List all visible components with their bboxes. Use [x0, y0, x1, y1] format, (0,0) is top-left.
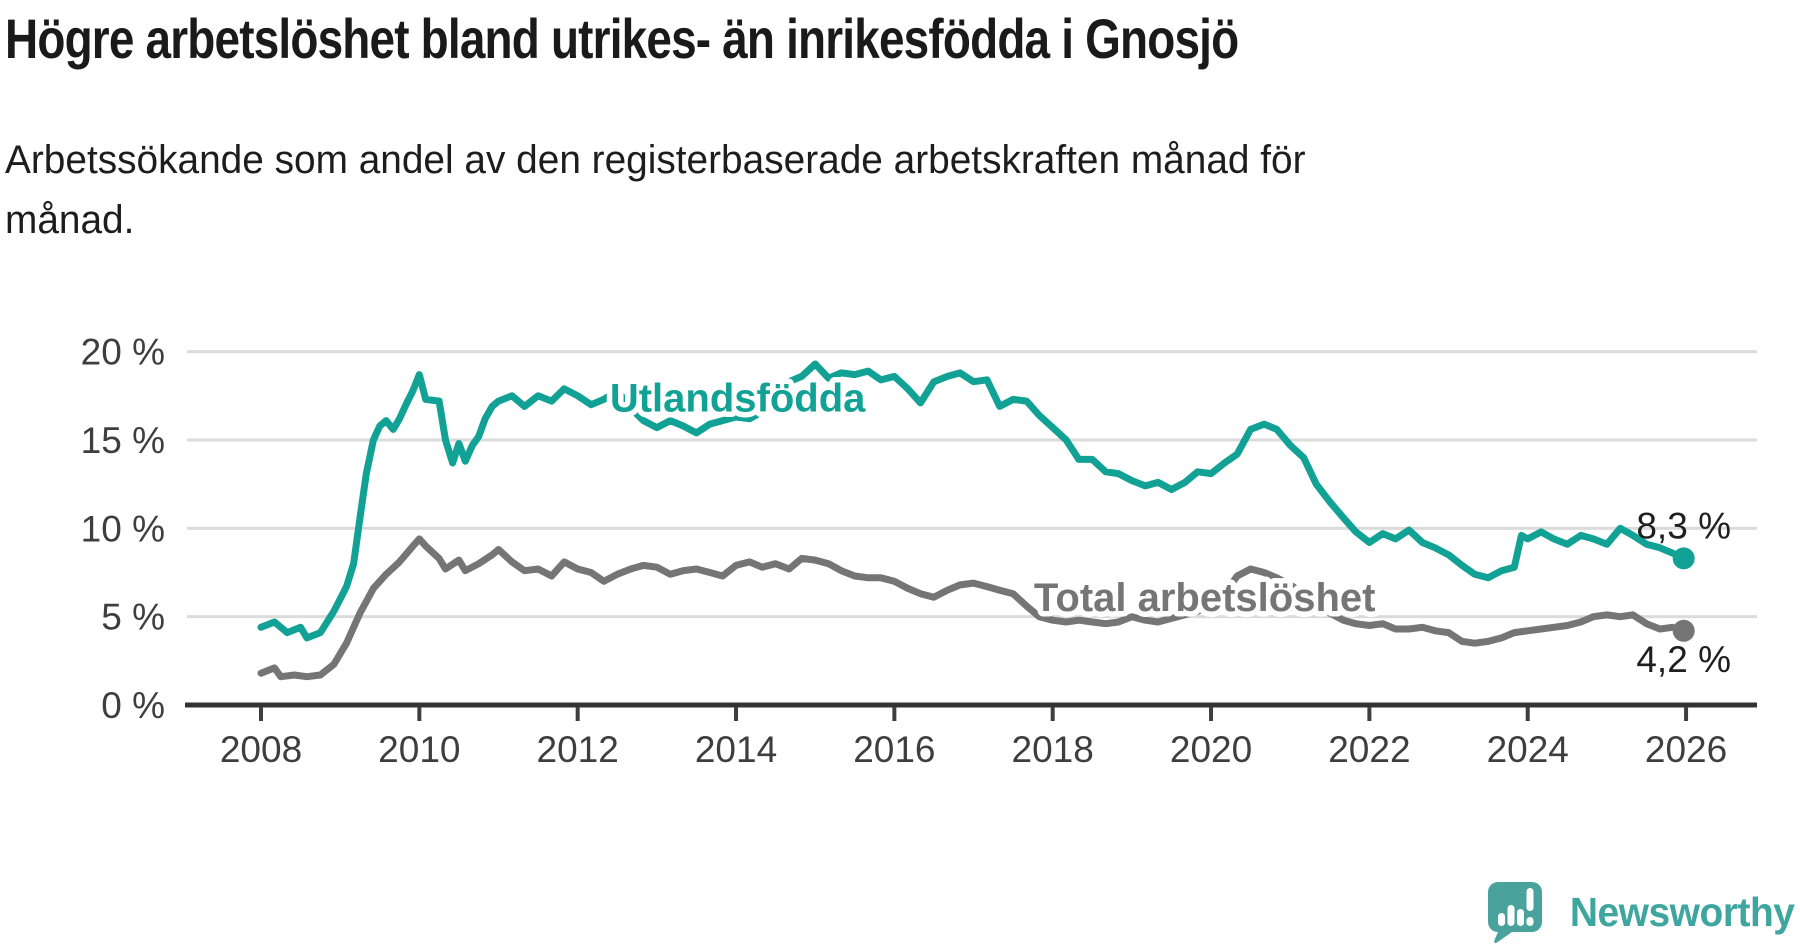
x-axis-tick-label: 2024 [1487, 729, 1569, 770]
y-axis-tick-label: 10 % [81, 508, 165, 549]
series-name-label: Utlandsfödda [610, 377, 866, 421]
brand-name: Newsworthy [1569, 888, 1794, 935]
series-end-dot [1672, 547, 1695, 570]
subtitle-line-1: Arbetssökande som andel av den registerb… [5, 138, 1306, 182]
subtitle-line-2: månad. [5, 198, 135, 242]
x-axis-tick-label: 2012 [537, 729, 619, 770]
x-axis-tick-label: 2020 [1170, 729, 1252, 770]
page-title: Högre arbetslöshet bland utrikes- än inr… [5, 7, 1239, 70]
x-axis-tick-label: 2010 [378, 729, 460, 770]
x-axis-tick-label: 2026 [1645, 729, 1727, 770]
series-line-utlandsfodda [257, 360, 1688, 642]
chart-subtitle: Arbetssökande som andel av den registerb… [5, 130, 1306, 250]
y-axis-tick-label: 0 % [101, 685, 165, 726]
newsworthy-logo-icon [1487, 882, 1542, 944]
series-end-dot [1672, 619, 1695, 642]
series-end-value-label: 4,2 % [1636, 639, 1731, 680]
x-axis-tick-label: 2018 [1012, 729, 1094, 770]
y-axis-tick-label: 5 % [101, 597, 165, 638]
series-line-total [257, 535, 1688, 681]
y-axis-tick-label: 15 % [81, 420, 165, 461]
brand-footer: Newsworthy [1486, 880, 1794, 944]
x-axis-tick-label: 2022 [1328, 729, 1410, 770]
series-name-label: Total arbetslöshet [1034, 576, 1376, 620]
y-axis-tick-label: 20 % [81, 332, 165, 373]
x-axis-tick-label: 2014 [695, 729, 777, 770]
series-end-value-label: 8,3 % [1636, 505, 1731, 546]
x-axis-tick-label: 2016 [853, 729, 935, 770]
x-axis-tick-label: 2008 [220, 729, 302, 770]
